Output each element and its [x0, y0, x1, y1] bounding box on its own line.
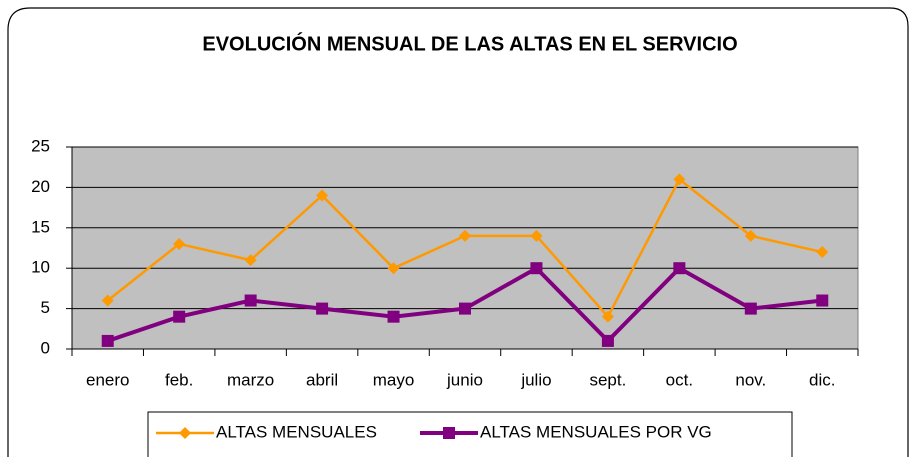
- marker: [443, 427, 455, 439]
- marker: [530, 229, 543, 242]
- x-tick-label: feb.: [165, 370, 193, 389]
- y-tick-label: 5: [41, 298, 50, 317]
- x-tick-label: nov.: [735, 370, 766, 389]
- marker: [459, 302, 471, 315]
- x-tick-label: dic.: [809, 370, 835, 389]
- marker: [744, 302, 757, 315]
- marker: [101, 334, 114, 347]
- marker: [173, 310, 186, 323]
- marker: [316, 189, 329, 202]
- x-tick-label: mayo: [373, 370, 415, 389]
- x-tick-label: oct.: [666, 370, 693, 389]
- y-tick-label: 20: [31, 177, 50, 196]
- x-tick-label: julio: [520, 370, 551, 389]
- chart-title: EVOLUCIÓN MENSUAL DE LAS ALTAS EN EL SER…: [202, 31, 737, 55]
- marker: [244, 294, 257, 307]
- marker: [316, 302, 329, 315]
- marker: [179, 427, 191, 439]
- plot-area: [71, 146, 859, 350]
- x-tick-label: sept.: [589, 370, 626, 389]
- y-tick-label: 10: [31, 258, 50, 277]
- marker: [601, 310, 614, 323]
- marker: [673, 262, 686, 275]
- marker: [601, 334, 614, 347]
- x-tick-label: abril: [306, 370, 338, 389]
- marker: [816, 294, 829, 307]
- marker: [744, 229, 757, 242]
- y-tick-label: 25: [31, 136, 50, 155]
- marker: [816, 246, 829, 259]
- marker: [173, 237, 186, 250]
- marker: [459, 229, 471, 242]
- legend-label: ALTAS MENSUALES POR VG: [480, 422, 712, 441]
- marker: [387, 310, 400, 323]
- marker: [101, 294, 114, 307]
- y-tick-label: 0: [41, 338, 50, 357]
- legend-label: ALTAS MENSUALES: [216, 422, 377, 441]
- marker: [673, 173, 686, 186]
- marker: [387, 262, 400, 275]
- y-tick-label: 15: [31, 217, 50, 236]
- x-tick-label: marzo: [227, 370, 274, 389]
- marker: [244, 254, 257, 267]
- marker: [530, 262, 543, 275]
- x-tick-label: enero: [86, 370, 129, 389]
- x-tick-label: junio: [446, 370, 483, 389]
